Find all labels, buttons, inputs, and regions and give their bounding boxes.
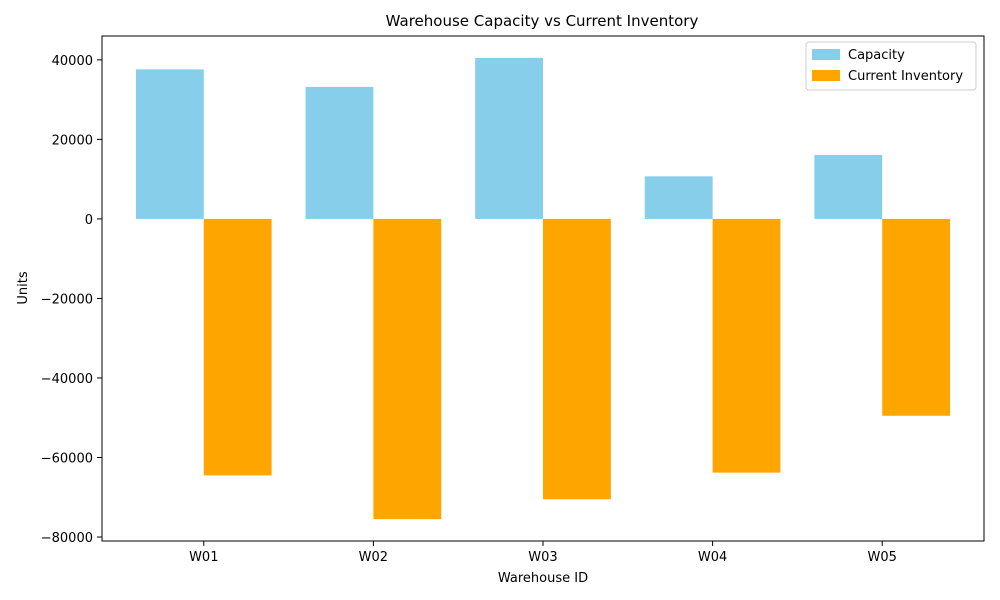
y-tick-label: −60000	[41, 451, 93, 466]
bar-current-inventory-w02	[373, 218, 442, 520]
y-tick-label: 20000	[52, 133, 93, 148]
legend-label: Current Inventory	[848, 69, 963, 84]
y-axis: 40000 20000 0 −20000 −40000 −60000 −80000	[41, 54, 102, 546]
legend: Capacity Current Inventory	[805, 41, 977, 91]
y-tick-label: 40000	[52, 54, 93, 69]
bar-capacity-w05	[814, 154, 883, 219]
bar-capacity-w02	[305, 86, 374, 219]
legend-swatch	[812, 49, 840, 60]
x-tick-label: W01	[189, 550, 218, 565]
bars-layer	[135, 57, 951, 520]
x-tick-label: W04	[698, 550, 727, 565]
bar-current-inventory-w01	[203, 218, 272, 476]
x-axis-label: Warehouse ID	[498, 571, 588, 586]
legend-swatch	[812, 70, 840, 81]
legend-box	[805, 41, 977, 91]
bar-capacity-w04	[644, 176, 713, 219]
x-tick-label: W03	[528, 550, 557, 565]
y-tick-label: 0	[85, 213, 93, 228]
x-tick-label: W05	[868, 550, 897, 565]
bar-capacity-w03	[475, 57, 543, 219]
bar-current-inventory-w04	[712, 218, 781, 473]
x-tick-label: W02	[359, 550, 388, 565]
y-tick-label: −80000	[41, 531, 93, 546]
bar-current-inventory-w03	[543, 218, 611, 500]
bar-capacity-w01	[135, 69, 204, 219]
x-axis: W01 W02 W03 W04 W05	[189, 541, 897, 565]
y-axis-label: Units	[16, 271, 31, 304]
legend-label: Capacity	[848, 48, 905, 63]
y-tick-label: −40000	[41, 372, 93, 387]
y-tick-label: −20000	[41, 292, 93, 307]
chart-title: Warehouse Capacity vs Current Inventory	[386, 12, 699, 30]
bar-current-inventory-w05	[882, 218, 951, 416]
